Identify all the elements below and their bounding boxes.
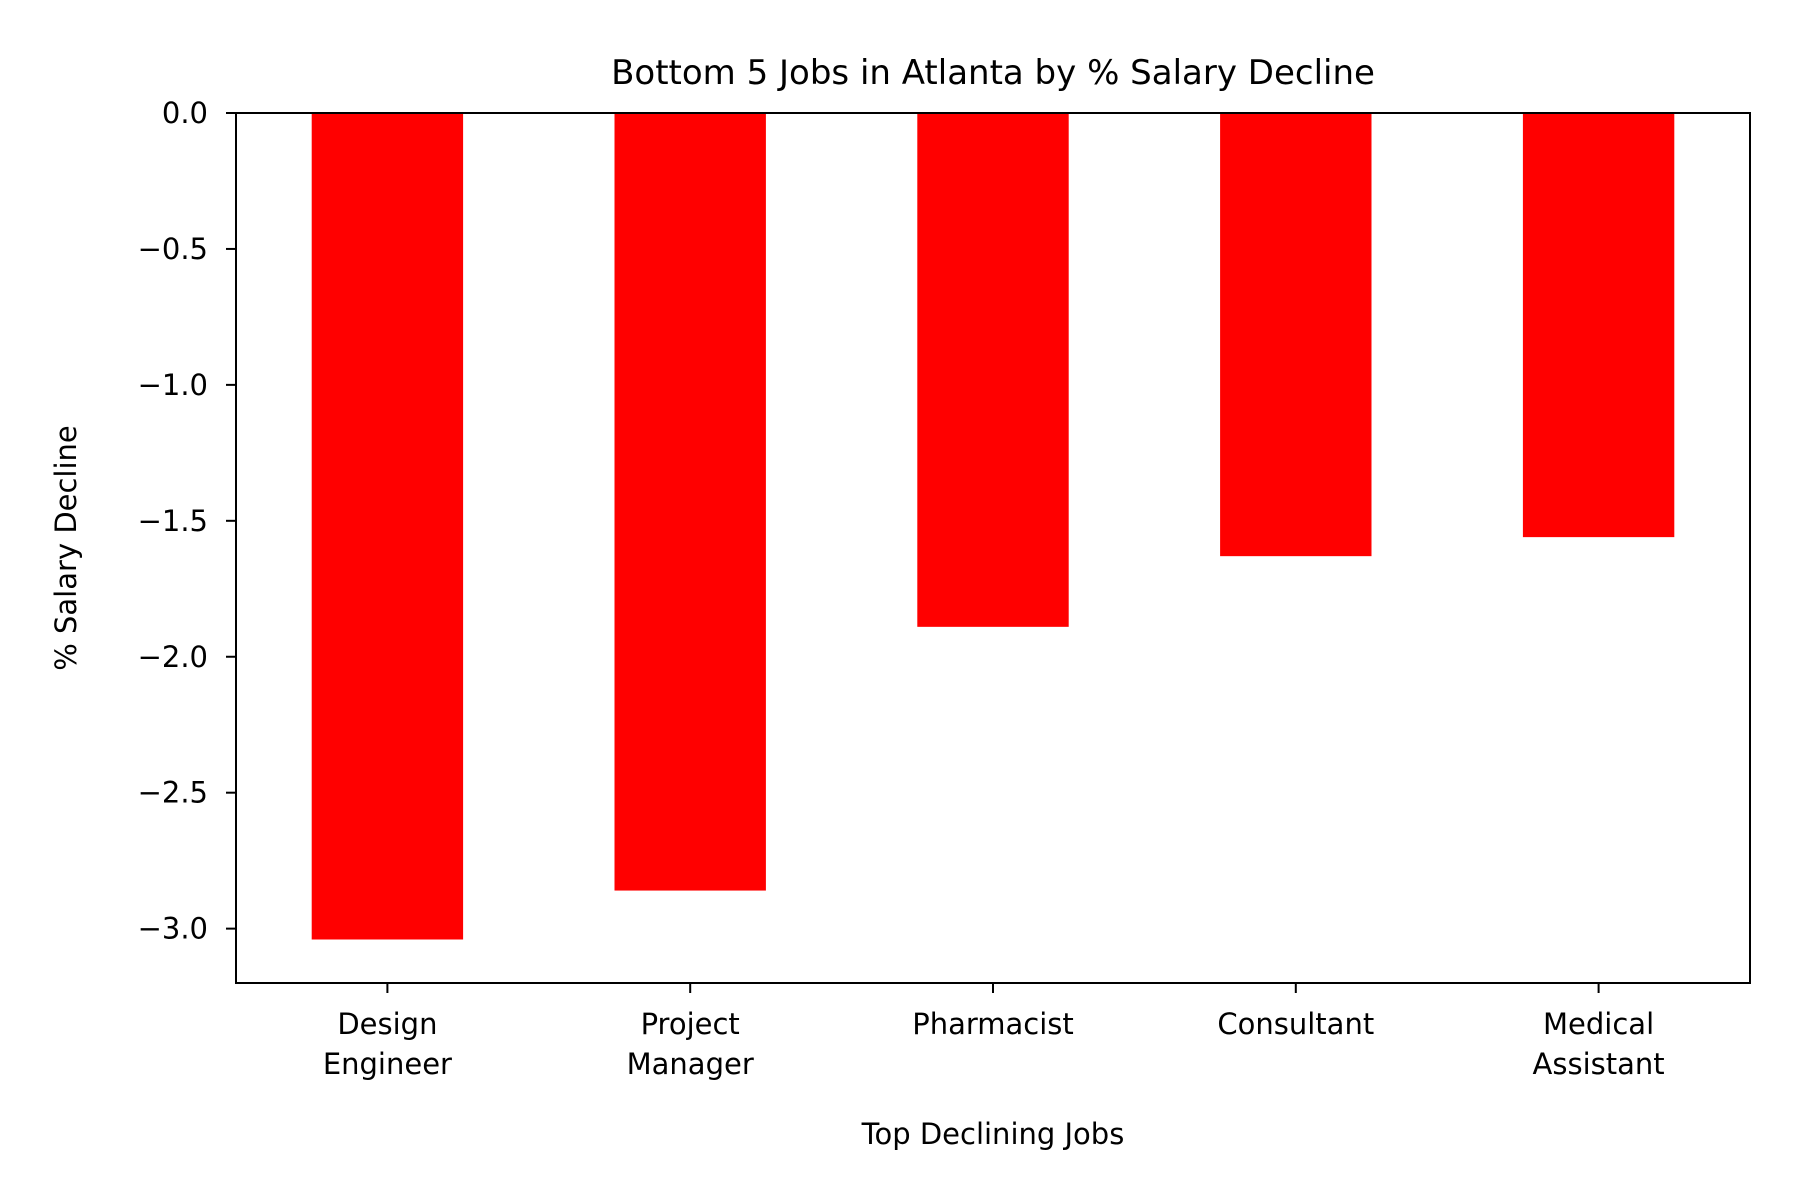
bar-1 — [615, 113, 766, 891]
x-axis-label: Top Declining Jobs — [861, 1117, 1125, 1151]
bar-0 — [312, 113, 463, 940]
x-tick-label-line: Engineer — [323, 1047, 452, 1081]
y-axis-label: % Salary Decline — [49, 425, 83, 671]
y-tick-label: −1.5 — [138, 504, 208, 538]
x-tick-label: Project Manager — [627, 1007, 754, 1081]
bars-group — [312, 113, 1675, 940]
x-tick-label: Medical Assistant — [1533, 1007, 1665, 1081]
x-tick-label-line: Medical — [1543, 1007, 1654, 1041]
x-tick-label: Consultant — [1217, 1007, 1374, 1041]
x-tick-label-line: Pharmacist — [912, 1007, 1074, 1041]
y-tick-label: −3.0 — [138, 912, 208, 946]
y-tick-label: −1.0 — [138, 368, 208, 402]
y-tick-label: −2.5 — [138, 776, 208, 810]
bar-2 — [917, 113, 1068, 627]
y-tick-label: −0.5 — [138, 232, 208, 266]
bar-4 — [1523, 113, 1674, 537]
x-tick-label-line: Design — [337, 1007, 437, 1041]
x-tick-label: Design Engineer — [323, 1007, 452, 1081]
y-axis: 0.0 −0.5 −1.0 −1.5 −2.0 −2.5 −3.0 — [138, 96, 236, 946]
x-tick-label-line: Manager — [627, 1047, 754, 1081]
y-tick-label: −2.0 — [138, 640, 208, 674]
bar-3 — [1220, 113, 1371, 556]
x-tick-label-line: Consultant — [1217, 1007, 1374, 1041]
x-tick-label-line: Project — [641, 1007, 740, 1041]
x-axis: Design Engineer Project Manager Pharmacist Co… — [323, 983, 1665, 1081]
y-tick-label: 0.0 — [162, 96, 208, 130]
x-tick-label-line: Assistant — [1533, 1047, 1665, 1081]
chart-title: Bottom 5 Jobs in Atlanta by % Salary Dec… — [611, 53, 1375, 93]
x-tick-label: Pharmacist — [912, 1007, 1074, 1041]
